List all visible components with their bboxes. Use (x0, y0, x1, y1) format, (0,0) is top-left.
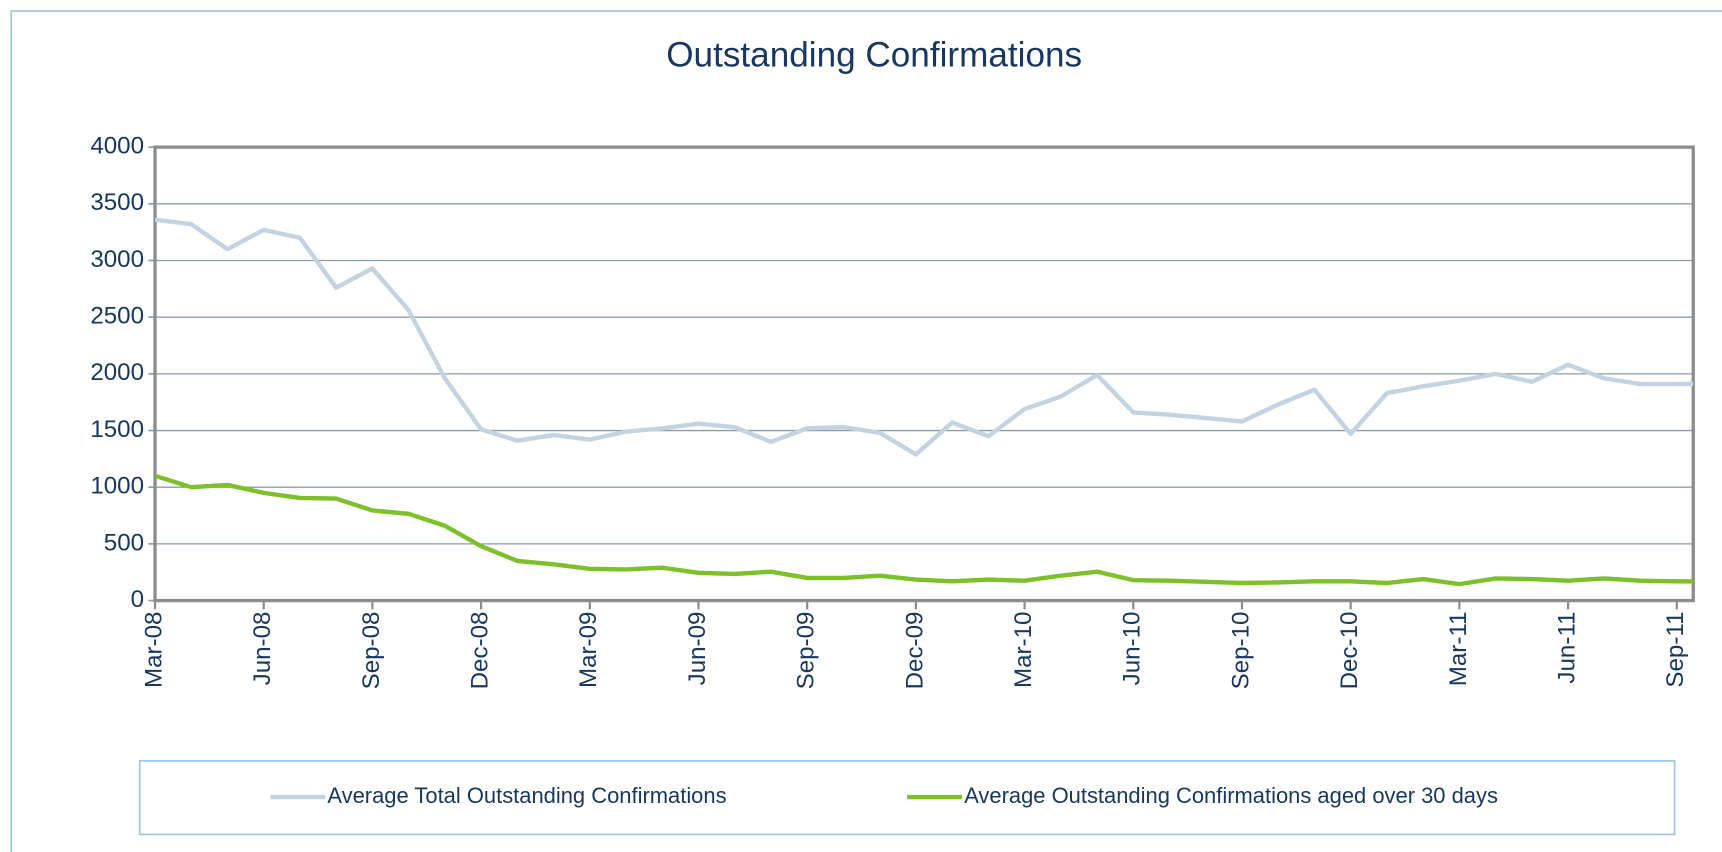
x-tick-label: Sep-11 (1662, 612, 1689, 688)
x-tick-label: Sep-09 (793, 612, 820, 690)
y-tick-label: 1000 (90, 473, 144, 500)
series-line (155, 217, 1694, 457)
x-tick-label: Dec-09 (901, 612, 928, 690)
x-tick-label: Mar-11 (1445, 612, 1472, 687)
legend-frame (138, 760, 1676, 836)
y-tick-label: 3500 (90, 189, 144, 216)
y-tick-label: 500 (104, 529, 144, 556)
chart-frame (10, 10, 1722, 852)
x-tick-label: Jun-08 (249, 612, 276, 686)
x-tick-label: Jun-09 (684, 612, 711, 686)
legend-label: Average Total Outstanding Confirmations (327, 783, 726, 808)
y-tick-label: 1500 (90, 416, 144, 443)
x-tick-label: Jun-11 (1553, 612, 1580, 684)
x-tick-label: Dec-10 (1336, 612, 1363, 690)
x-tick-label: Sep-08 (358, 612, 385, 690)
x-tick-label: Dec-08 (466, 612, 493, 690)
legend-label: Average Outstanding Confirmations aged o… (964, 783, 1498, 808)
series-line (155, 473, 1694, 587)
x-tick-label: Mar-08 (140, 612, 167, 688)
x-tick-label: Mar-10 (1010, 612, 1037, 688)
y-tick-label: 4000 (90, 132, 144, 159)
chart-title: Outstanding Confirmations (666, 35, 1082, 74)
plot-frame (153, 145, 1695, 603)
x-tick-label: Jun-10 (1119, 612, 1146, 686)
y-tick-label: 2500 (90, 303, 144, 330)
y-tick-label: 3000 (90, 246, 144, 273)
y-tick-label: 0 (131, 586, 144, 613)
x-tick-label: Mar-09 (575, 612, 602, 688)
x-tick-label: Sep-10 (1227, 612, 1254, 690)
y-tick-label: 2000 (90, 359, 144, 386)
